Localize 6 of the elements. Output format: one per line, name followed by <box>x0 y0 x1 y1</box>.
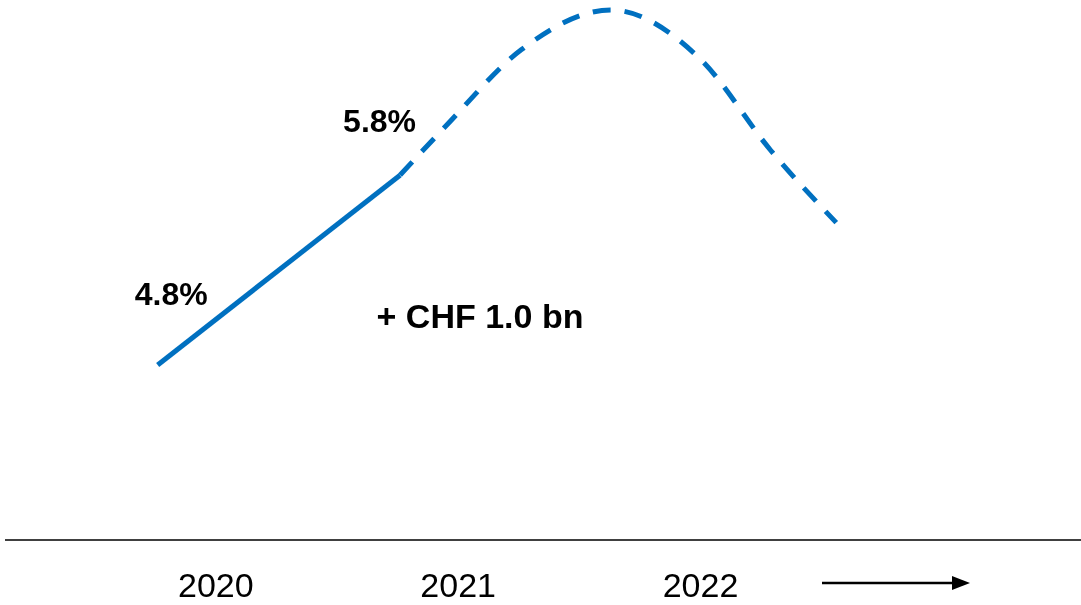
x-tick-label: 2022 <box>662 566 739 604</box>
annotation: + CHF 1.0 bn <box>376 297 584 335</box>
x-tick-label: 2021 <box>420 566 496 604</box>
x-tick-label: 2020 <box>178 566 254 604</box>
data-label: 5.8% <box>343 103 417 140</box>
data-label: 4.8% <box>134 276 208 312</box>
